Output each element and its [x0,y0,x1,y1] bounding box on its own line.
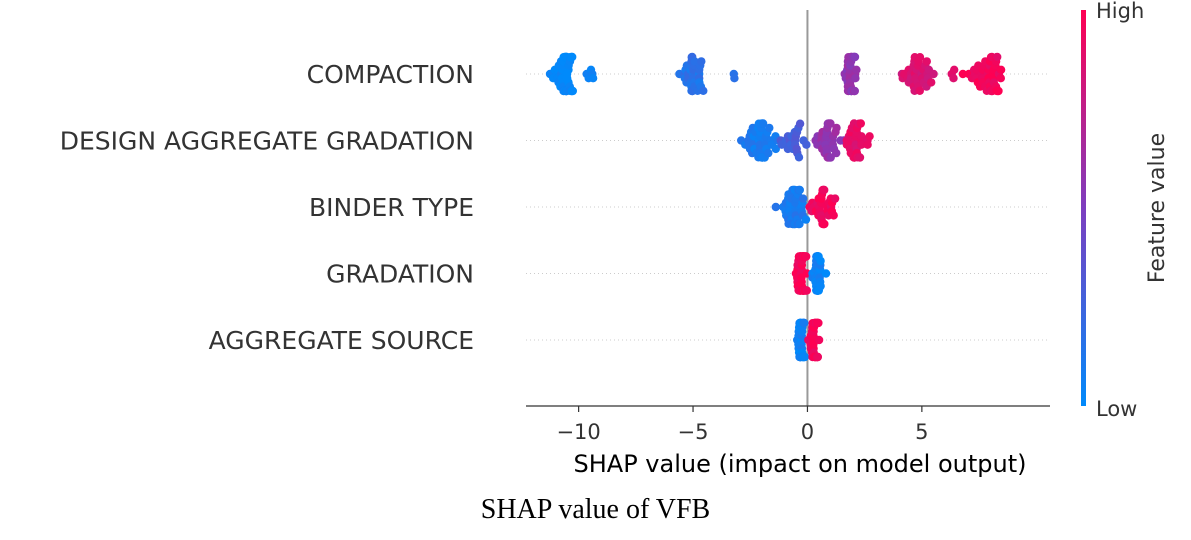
shap-point [802,140,811,149]
shap-point [915,53,925,62]
shap-point [857,140,866,149]
shap-point [697,57,706,66]
shap-point [771,202,780,212]
shap-point [802,252,811,261]
feature-labels: COMPACTION DESIGN AGGREGATE GRADATION BIND… [60,60,474,355]
shap-point [850,86,859,96]
shap-point [856,119,865,128]
x-axis-title: SHAP value (impact on model output) [574,450,1027,478]
shap-point [832,148,841,158]
shap-point [800,318,809,328]
x-tick-label: −5 [678,420,709,444]
shap-point [958,69,968,79]
colorbar-title: Feature value [1145,133,1170,283]
shap-point [801,215,811,224]
shap-point [821,269,831,278]
shap-point [814,318,823,328]
shap-point [764,148,773,158]
shap-point [832,123,841,133]
shap-point [949,74,958,83]
shap-point [816,256,825,266]
shap-point [863,140,872,149]
beeswarm-points [545,52,1006,362]
shap-point [730,74,739,83]
shap-point [568,52,577,62]
shap-point [795,185,804,195]
shap-point [794,153,804,162]
shap-point [850,52,860,62]
x-axis: −10 −5 0 5 [526,405,1050,444]
shap-point [857,132,866,141]
shap-point [950,65,959,75]
shap-point [826,119,835,128]
shap-point [802,286,811,295]
shap-point [820,219,829,229]
feature-label: DESIGN AGGREGATE GRADATION [60,127,474,156]
colorbar [1081,10,1086,406]
shap-point [996,65,1006,75]
shap-point [865,132,874,141]
shap-point [820,185,829,195]
shap-point [929,69,938,79]
shap-point [795,219,804,229]
shap-summary-plot: COMPACTION DESIGN AGGREGATE GRADATION BIND… [60,0,1170,478]
colorbar-low-label: Low [1096,397,1137,421]
shap-point [922,57,931,66]
feature-label: AGGREGATE SOURCE [209,326,474,355]
shap-point [699,86,708,96]
shap-point [852,65,861,75]
colorbar-high-label: High [1096,0,1144,23]
shap-point [758,119,768,128]
shap-point [568,86,577,96]
shap-point [994,86,1003,96]
x-tick-label: −10 [556,420,600,444]
x-tick-label: 0 [801,420,814,444]
shap-point [771,144,780,154]
shap-point [927,78,936,87]
feature-label: BINDER TYPE [309,193,474,222]
shap-point [765,123,774,133]
x-tick-label: 5 [915,420,928,444]
feature-label: COMPACTION [307,60,474,89]
shap-point [588,74,598,83]
shap-point [855,153,865,162]
shap-point [800,352,810,362]
shap-point [798,194,808,203]
shap-point [851,74,860,83]
shap-point [816,281,825,291]
shap-point [829,211,838,220]
shap-point [813,352,822,362]
feature-label: GRADATION [326,260,474,289]
shap-point [993,52,1002,62]
shap-point [996,74,1005,83]
shap-point [795,119,805,128]
figure-caption: SHAP value of VFB [480,494,711,525]
shap-point [814,335,824,345]
shap-point [915,86,924,96]
shap-point [830,194,840,203]
